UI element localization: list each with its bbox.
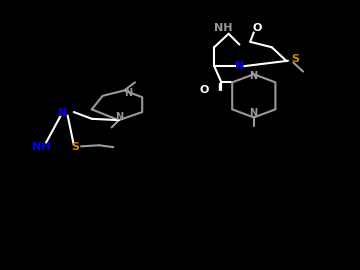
Text: N: N	[249, 108, 257, 118]
Text: N: N	[124, 88, 132, 98]
Text: N: N	[58, 108, 68, 119]
Text: N: N	[115, 112, 123, 122]
Text: O: O	[199, 85, 209, 96]
Text: S: S	[72, 142, 80, 152]
Text: N: N	[235, 61, 244, 71]
Text: N: N	[249, 71, 257, 81]
Text: O: O	[253, 23, 262, 33]
Text: NH: NH	[32, 142, 51, 152]
Text: S: S	[291, 54, 299, 65]
Text: NH: NH	[214, 23, 233, 33]
